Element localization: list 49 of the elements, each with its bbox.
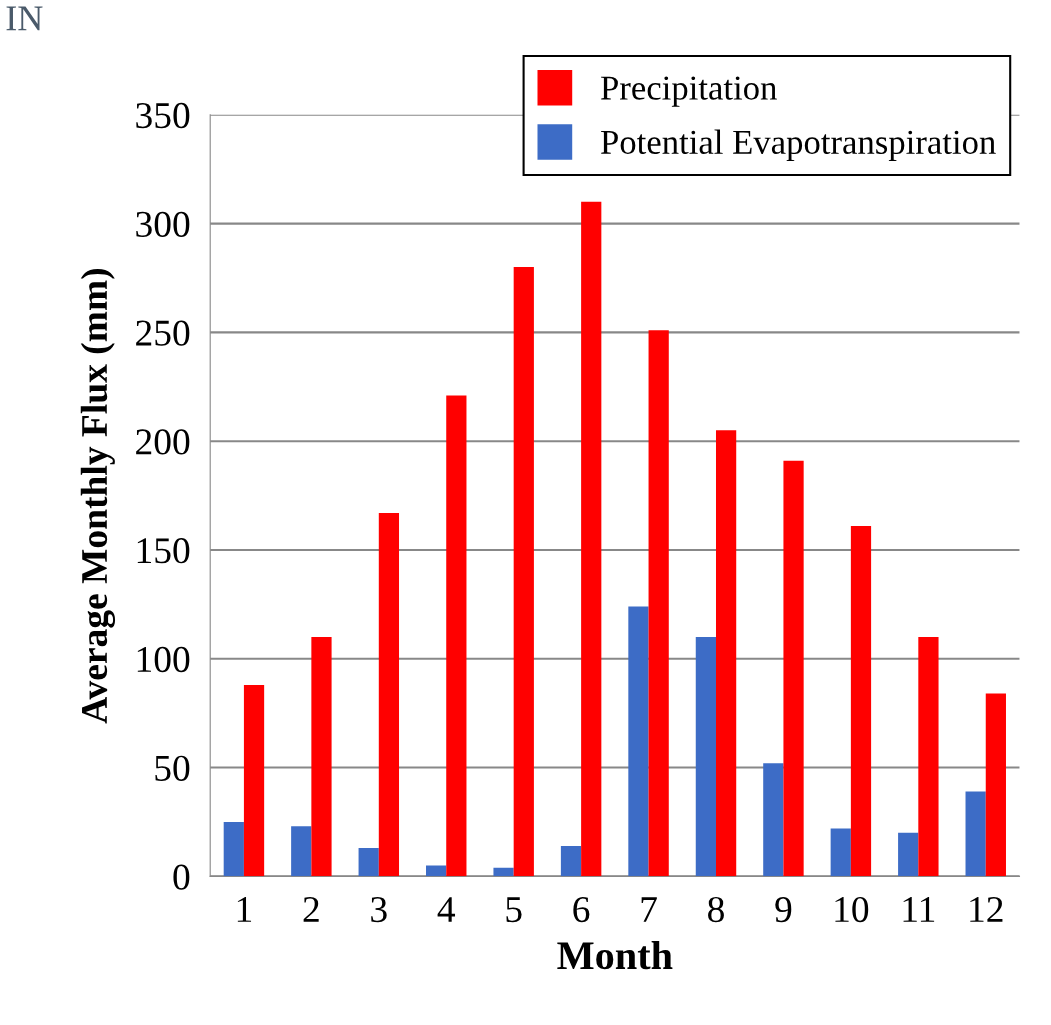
y-tick-label: 150 <box>137 538 190 564</box>
bar <box>311 637 332 877</box>
bar <box>763 763 784 877</box>
x-tick-label: 3 <box>371 897 387 923</box>
y-tick-label: 350 <box>136 102 190 129</box>
legend-label: Potential Evapotranspiration <box>600 129 996 162</box>
y-tick-label: 100 <box>137 646 190 673</box>
x-tick-label: 5 <box>506 897 522 923</box>
x-tick-label: 12 <box>970 897 1003 922</box>
bar <box>648 330 669 877</box>
bar <box>581 201 602 877</box>
x-tick-label: 2 <box>303 897 319 922</box>
bar <box>291 826 312 877</box>
bar <box>985 693 1006 877</box>
bar <box>898 832 919 877</box>
x-tick-label: 4 <box>437 897 456 922</box>
bar <box>695 637 716 877</box>
bar <box>965 791 986 877</box>
bar <box>223 821 244 877</box>
bar <box>715 430 737 877</box>
y-tick-label: 50 <box>155 755 190 781</box>
bar <box>783 460 804 877</box>
bar <box>493 867 514 877</box>
y-tick-label: 200 <box>136 429 190 455</box>
x-tick-label: 11 <box>903 897 935 922</box>
bar <box>243 684 265 877</box>
bar <box>426 865 447 877</box>
x-axis-title: Month <box>557 940 673 970</box>
bar <box>918 637 939 877</box>
bar <box>628 606 649 877</box>
text: IN <box>6 6 43 31</box>
bar <box>358 848 379 877</box>
x-tick-label: 8 <box>708 896 724 923</box>
bar <box>830 828 851 877</box>
x-tick-label: 10 <box>835 896 869 923</box>
bar <box>850 526 872 877</box>
x-tick-label: 7 <box>641 897 657 922</box>
bar <box>513 267 534 877</box>
x-tick-label: 1 <box>237 897 252 922</box>
bar <box>560 845 582 877</box>
y-tick-label: 300 <box>136 211 190 237</box>
y-tick-label: 0 <box>173 864 190 890</box>
x-tick-label: 9 <box>775 897 792 923</box>
bar <box>378 512 400 877</box>
legend-label: Precipitation <box>600 76 777 107</box>
y-tick-label: 250 <box>136 320 190 346</box>
bar <box>446 395 467 877</box>
x-tick-label: 6 <box>573 897 590 923</box>
y-axis-title: Average Monthly Flux (mm) <box>80 268 116 724</box>
